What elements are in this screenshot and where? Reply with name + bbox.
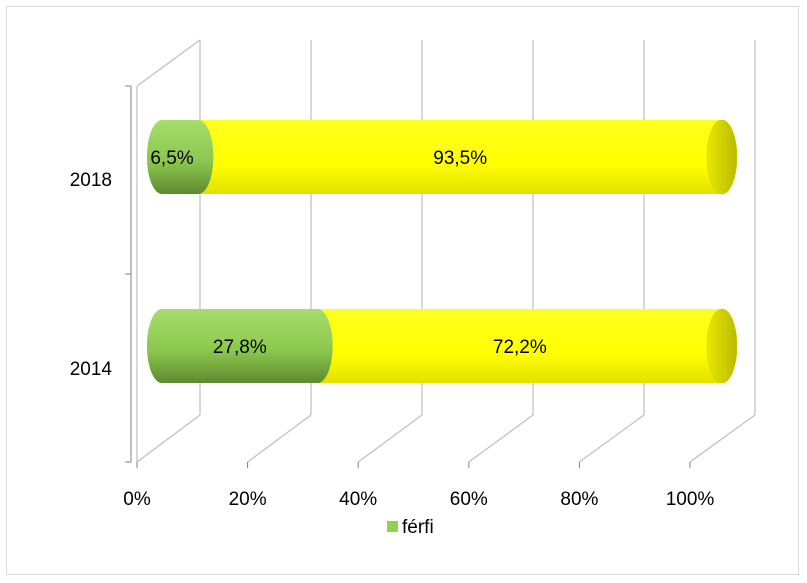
bar-end-cap-2018 (706, 119, 738, 195)
gridline-floor (579, 414, 645, 463)
value-axis-tick-label: 20% (229, 489, 267, 510)
value-axis-tick-label: 100% (666, 489, 715, 510)
bar-end-cap-2014 (706, 308, 738, 384)
chart-frame (6, 6, 799, 575)
data-label: 93,5% (433, 148, 487, 169)
legend-label: férfi (402, 517, 434, 538)
data-label: 27,8% (213, 337, 267, 358)
gridline-floor (468, 414, 534, 463)
bar-start-cap-2014 (147, 309, 162, 383)
gridline-floor (357, 414, 423, 463)
bar-segment-2014-1 (302, 309, 737, 383)
bar-start-cap-2018 (147, 120, 162, 194)
value-axis-tick-label: 0% (123, 489, 151, 510)
value-axis-tick-label: 40% (339, 489, 377, 510)
category-label: 2018 (70, 170, 112, 191)
category-label: 2014 (70, 359, 113, 380)
gridline-floor (136, 414, 201, 463)
bar-segment-2018-0 (147, 120, 214, 194)
bar-segment-2014-0 (147, 309, 333, 383)
value-axis-tick-label: 80% (560, 489, 598, 510)
gridline-floor (689, 414, 756, 463)
bar-segment-2018-1 (183, 120, 737, 194)
data-label: 6,5% (150, 148, 193, 169)
gridline-floor (247, 414, 312, 463)
legend-swatch (387, 521, 398, 532)
data-label: 72,2% (493, 337, 547, 358)
side-wall-top-edge (136, 39, 201, 87)
value-axis-tick-label: 60% (450, 489, 488, 510)
